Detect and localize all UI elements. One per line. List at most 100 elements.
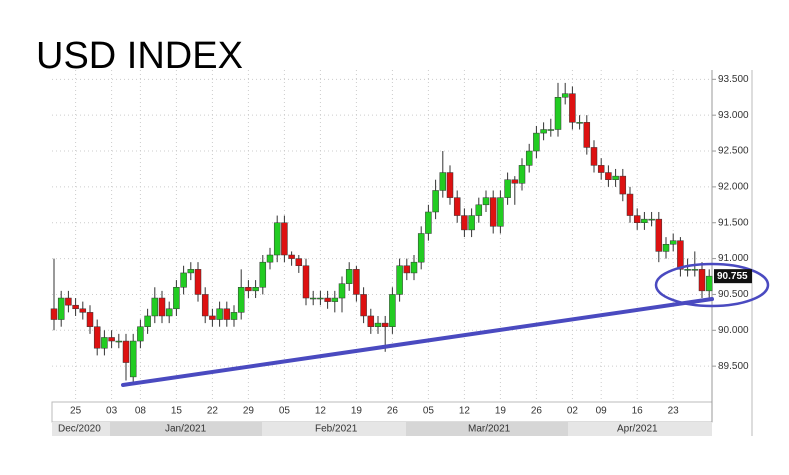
x-tick-label: 19: [351, 406, 363, 417]
candle-body: [511, 179, 519, 184]
candle-body: [662, 243, 670, 252]
candle-body: [698, 269, 706, 292]
candle-body: [367, 315, 375, 327]
month-band: [110, 422, 262, 436]
candle-body: [446, 172, 454, 198]
candle-body: [288, 254, 295, 259]
candle-body: [295, 258, 303, 267]
x-tick-label: 22: [207, 406, 219, 417]
plot-area: 89.500 90.000 90.500 91.000 91.500 92.000 92.5…: [50, 70, 749, 435]
month-label: Dec/2020: [58, 424, 101, 435]
candle-body: [669, 240, 677, 245]
x-tick-label: 02: [567, 406, 579, 417]
candle-body: [165, 308, 173, 317]
x-tick-label: 15: [171, 406, 183, 417]
candle-body: [677, 240, 684, 270]
y-tick-label: 93.000: [718, 110, 749, 121]
y-tick-label: 92.500: [718, 146, 749, 157]
candle-body: [648, 218, 655, 221]
candle-body: [619, 175, 627, 195]
candle-body: [597, 165, 605, 173]
candle-body: [137, 326, 144, 342]
x-tick-label: 05: [423, 406, 435, 417]
last-price-label: 90.755: [717, 271, 748, 282]
trend-line: [121, 297, 714, 387]
chart-title: USD INDEX: [36, 35, 243, 77]
candle-body: [209, 315, 216, 320]
candle-body: [389, 294, 396, 327]
candle-body: [576, 122, 583, 124]
x-tick-label: 08: [135, 406, 147, 417]
candle-body: [705, 275, 713, 292]
x-tick-label: 26: [531, 406, 543, 417]
candle-body: [266, 254, 274, 263]
x-tick-label: 26: [387, 406, 399, 417]
candle-body: [57, 297, 65, 320]
candle-body: [605, 172, 612, 180]
candle-body: [561, 93, 569, 98]
x-tick-label: 25: [70, 406, 82, 417]
candle-body: [684, 269, 691, 271]
candle-body: [475, 204, 483, 216]
candle-body: [432, 190, 439, 213]
candle-body: [122, 340, 130, 363]
x-tick-label: 12: [459, 406, 471, 417]
candle-body: [612, 175, 619, 180]
candle-body: [353, 269, 360, 295]
month-label: Apr/2021: [617, 424, 658, 435]
month-label: Mar/2021: [468, 424, 511, 435]
candle-body: [158, 297, 166, 317]
candle-body: [50, 308, 58, 320]
x-tick-label: 23: [668, 406, 680, 417]
candle-body: [533, 132, 540, 152]
y-tick-label: 92.000: [718, 182, 749, 193]
candle-body: [79, 308, 87, 313]
candle-body: [641, 218, 648, 223]
candle-body: [540, 129, 547, 134]
month-label: Jan/2021: [165, 424, 207, 435]
candle-body: [259, 261, 267, 288]
candle-body: [554, 96, 562, 130]
candle-body: [403, 265, 411, 274]
candle-body: [525, 150, 533, 166]
candle-body: [425, 211, 432, 234]
candle-body: [489, 197, 497, 227]
x-tick-label: 16: [632, 406, 644, 417]
candle-body: [360, 294, 367, 317]
candle-body: [338, 283, 346, 299]
candle-body: [252, 287, 259, 292]
x-tick-label: 03: [106, 406, 118, 417]
y-tick-label: 90.000: [718, 325, 749, 336]
candle-body: [187, 269, 195, 274]
candle-body: [151, 297, 159, 317]
candle-body: [569, 93, 576, 123]
candle-body: [482, 197, 490, 206]
candle-body: [108, 337, 115, 342]
candle-body: [396, 265, 403, 295]
candle-body: [281, 222, 288, 256]
candle-body: [626, 193, 634, 216]
candle-body: [417, 233, 425, 263]
candle-body: [302, 265, 310, 299]
x-tick-label: 05: [279, 406, 291, 417]
candle-body: [273, 222, 281, 256]
candle-body: [518, 165, 526, 184]
candle-body: [324, 297, 331, 302]
candle-body: [345, 269, 353, 284]
candle-body: [223, 308, 231, 320]
month-band: [406, 422, 568, 436]
candle-body: [245, 287, 252, 292]
candle-body: [101, 337, 108, 349]
candle-body: [129, 340, 137, 378]
candle-body: [504, 179, 511, 198]
last-price-box: [714, 269, 752, 284]
x-tick-label: 29: [243, 406, 255, 417]
candle-body: [633, 215, 641, 223]
candle-body: [72, 304, 79, 310]
x-tick-label: 12: [315, 406, 327, 417]
y-tick-label: 91.000: [718, 253, 749, 264]
highlight-ellipse: [654, 262, 770, 308]
candle-body: [453, 197, 461, 216]
candle-body: [144, 315, 151, 327]
